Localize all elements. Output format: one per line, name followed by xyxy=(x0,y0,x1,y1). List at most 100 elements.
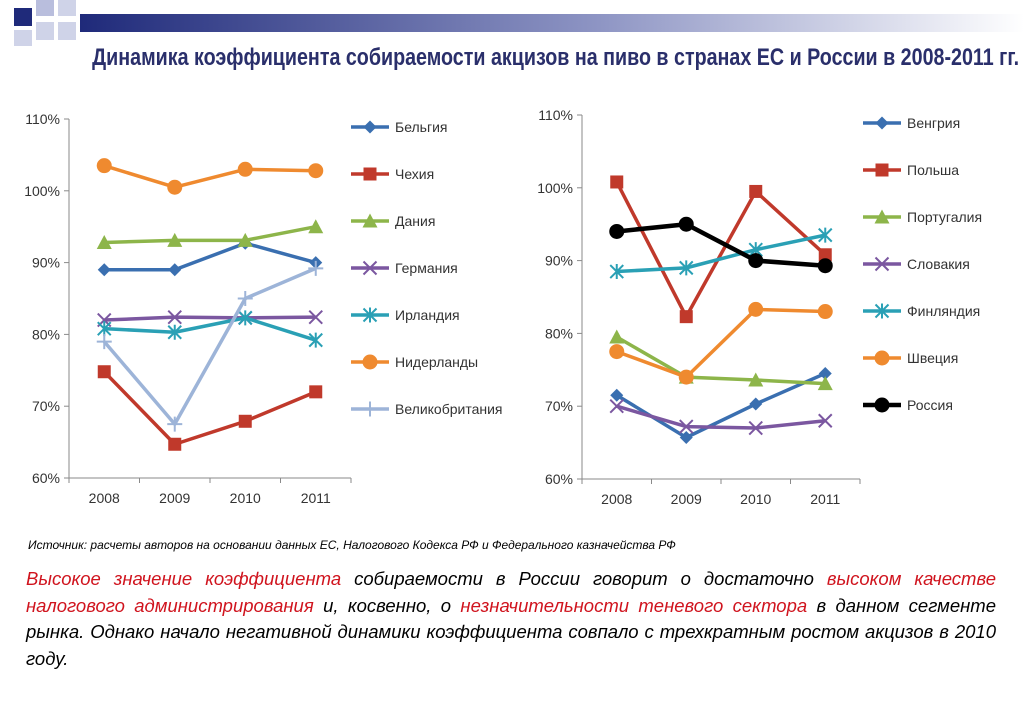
paragraph-text: в данном сегменте рынка. Однако начало н… xyxy=(26,594,996,669)
x-tick-label: 2009 xyxy=(159,490,190,506)
data-point xyxy=(238,414,252,428)
decor-square xyxy=(58,0,76,16)
series-line xyxy=(104,224,317,245)
data-point xyxy=(96,234,112,249)
x-tick-label: 2009 xyxy=(671,491,702,507)
decor-square xyxy=(36,22,54,40)
data-point xyxy=(748,253,764,269)
data-point xyxy=(678,369,694,385)
legend-marker xyxy=(362,401,378,417)
data-point xyxy=(238,310,253,326)
y-tick-label: 100% xyxy=(537,180,573,196)
highlighted-phrase: Высокое значение коэффициента xyxy=(26,568,342,589)
data-point xyxy=(748,420,763,436)
data-point xyxy=(817,304,833,320)
legend-marker xyxy=(362,213,378,228)
legend-item: Германия xyxy=(351,260,458,276)
y-tick-label: 60% xyxy=(545,471,573,487)
legend-item: Дания xyxy=(351,213,435,229)
data-point xyxy=(609,398,624,414)
data-point xyxy=(818,413,833,428)
legend-item: Ирландия xyxy=(351,307,460,323)
legend-item: Венгрия xyxy=(863,115,960,131)
legend-item: Португалия xyxy=(863,209,982,225)
data-point xyxy=(818,227,833,243)
series-line xyxy=(102,370,317,447)
y-tick-label: 80% xyxy=(545,325,573,341)
legend-label: Венгрия xyxy=(907,115,960,131)
series-line xyxy=(616,233,826,274)
data-point xyxy=(167,309,182,325)
legend-label: Польша xyxy=(907,162,959,178)
legend-label: Ирландия xyxy=(395,307,460,323)
series-7 xyxy=(609,216,833,274)
data-point xyxy=(237,161,253,177)
legend-item: Швеция xyxy=(863,350,958,366)
series-6 xyxy=(96,158,324,195)
y-tick-label: 90% xyxy=(32,255,60,271)
legend-marker xyxy=(874,350,890,366)
conclusion-paragraph: Высокое значение коэффициента собираемос… xyxy=(26,566,996,672)
y-tick-label: 90% xyxy=(545,253,573,269)
data-point xyxy=(168,437,182,451)
legend-label: Португалия xyxy=(907,209,982,225)
data-point xyxy=(97,263,111,277)
x-tick-label: 2010 xyxy=(740,491,771,507)
y-tick-label: 70% xyxy=(545,398,573,414)
data-point xyxy=(309,385,323,399)
legend-label: Финляндия xyxy=(907,303,980,319)
series-5 xyxy=(97,310,323,348)
data-point xyxy=(308,309,323,325)
legend-item: Польша xyxy=(863,162,959,178)
legend-label: Швеция xyxy=(907,350,958,366)
series-line xyxy=(615,181,827,319)
legend-label: Словакия xyxy=(907,256,970,272)
slide-title: Динамика коэффициента собираемости акциз… xyxy=(92,44,1020,71)
data-point xyxy=(308,163,324,179)
legend-item: Великобритания xyxy=(351,401,503,417)
data-point xyxy=(168,263,182,277)
legend-item: Россия xyxy=(863,397,953,413)
data-point xyxy=(749,184,763,198)
series-line xyxy=(104,241,317,272)
data-point xyxy=(97,365,111,379)
legend-item: Финляндия xyxy=(863,303,980,319)
series-line xyxy=(103,163,316,189)
y-tick-label: 110% xyxy=(25,111,60,127)
source-note: Источник: расчеты авторов на основании д… xyxy=(28,538,676,552)
series-2 xyxy=(97,365,323,451)
series-5 xyxy=(609,227,833,280)
legend-label: Чехия xyxy=(395,166,434,182)
legend-marker xyxy=(875,163,889,177)
data-point xyxy=(609,344,625,360)
legend-marker xyxy=(363,120,377,134)
legend-marker xyxy=(362,354,378,370)
series-line xyxy=(616,307,826,379)
data-point xyxy=(679,419,694,434)
data-point xyxy=(678,216,694,232)
series-6 xyxy=(609,301,833,385)
legend-marker xyxy=(362,260,378,276)
data-point xyxy=(609,264,624,280)
data-point xyxy=(818,248,832,262)
legend-marker xyxy=(362,307,378,323)
decor-square xyxy=(36,0,54,16)
series-3 xyxy=(96,219,324,249)
series-4 xyxy=(609,398,833,436)
y-tick-label: 80% xyxy=(32,326,60,342)
data-point xyxy=(96,334,112,350)
data-point xyxy=(237,291,253,306)
legend-marker xyxy=(874,209,890,224)
legend-marker xyxy=(874,256,890,272)
x-tick-label: 2008 xyxy=(89,490,120,506)
legend-item: Бельгия xyxy=(351,119,447,135)
data-point xyxy=(609,329,625,344)
data-point xyxy=(167,416,183,432)
legend-label: Россия xyxy=(907,397,953,413)
x-tick-label: 2011 xyxy=(301,490,331,506)
data-point xyxy=(308,332,323,348)
legend-item: Нидерланды xyxy=(351,354,478,370)
legend-label: Германия xyxy=(395,260,458,276)
legend-marker xyxy=(874,303,890,319)
data-point xyxy=(308,260,324,276)
